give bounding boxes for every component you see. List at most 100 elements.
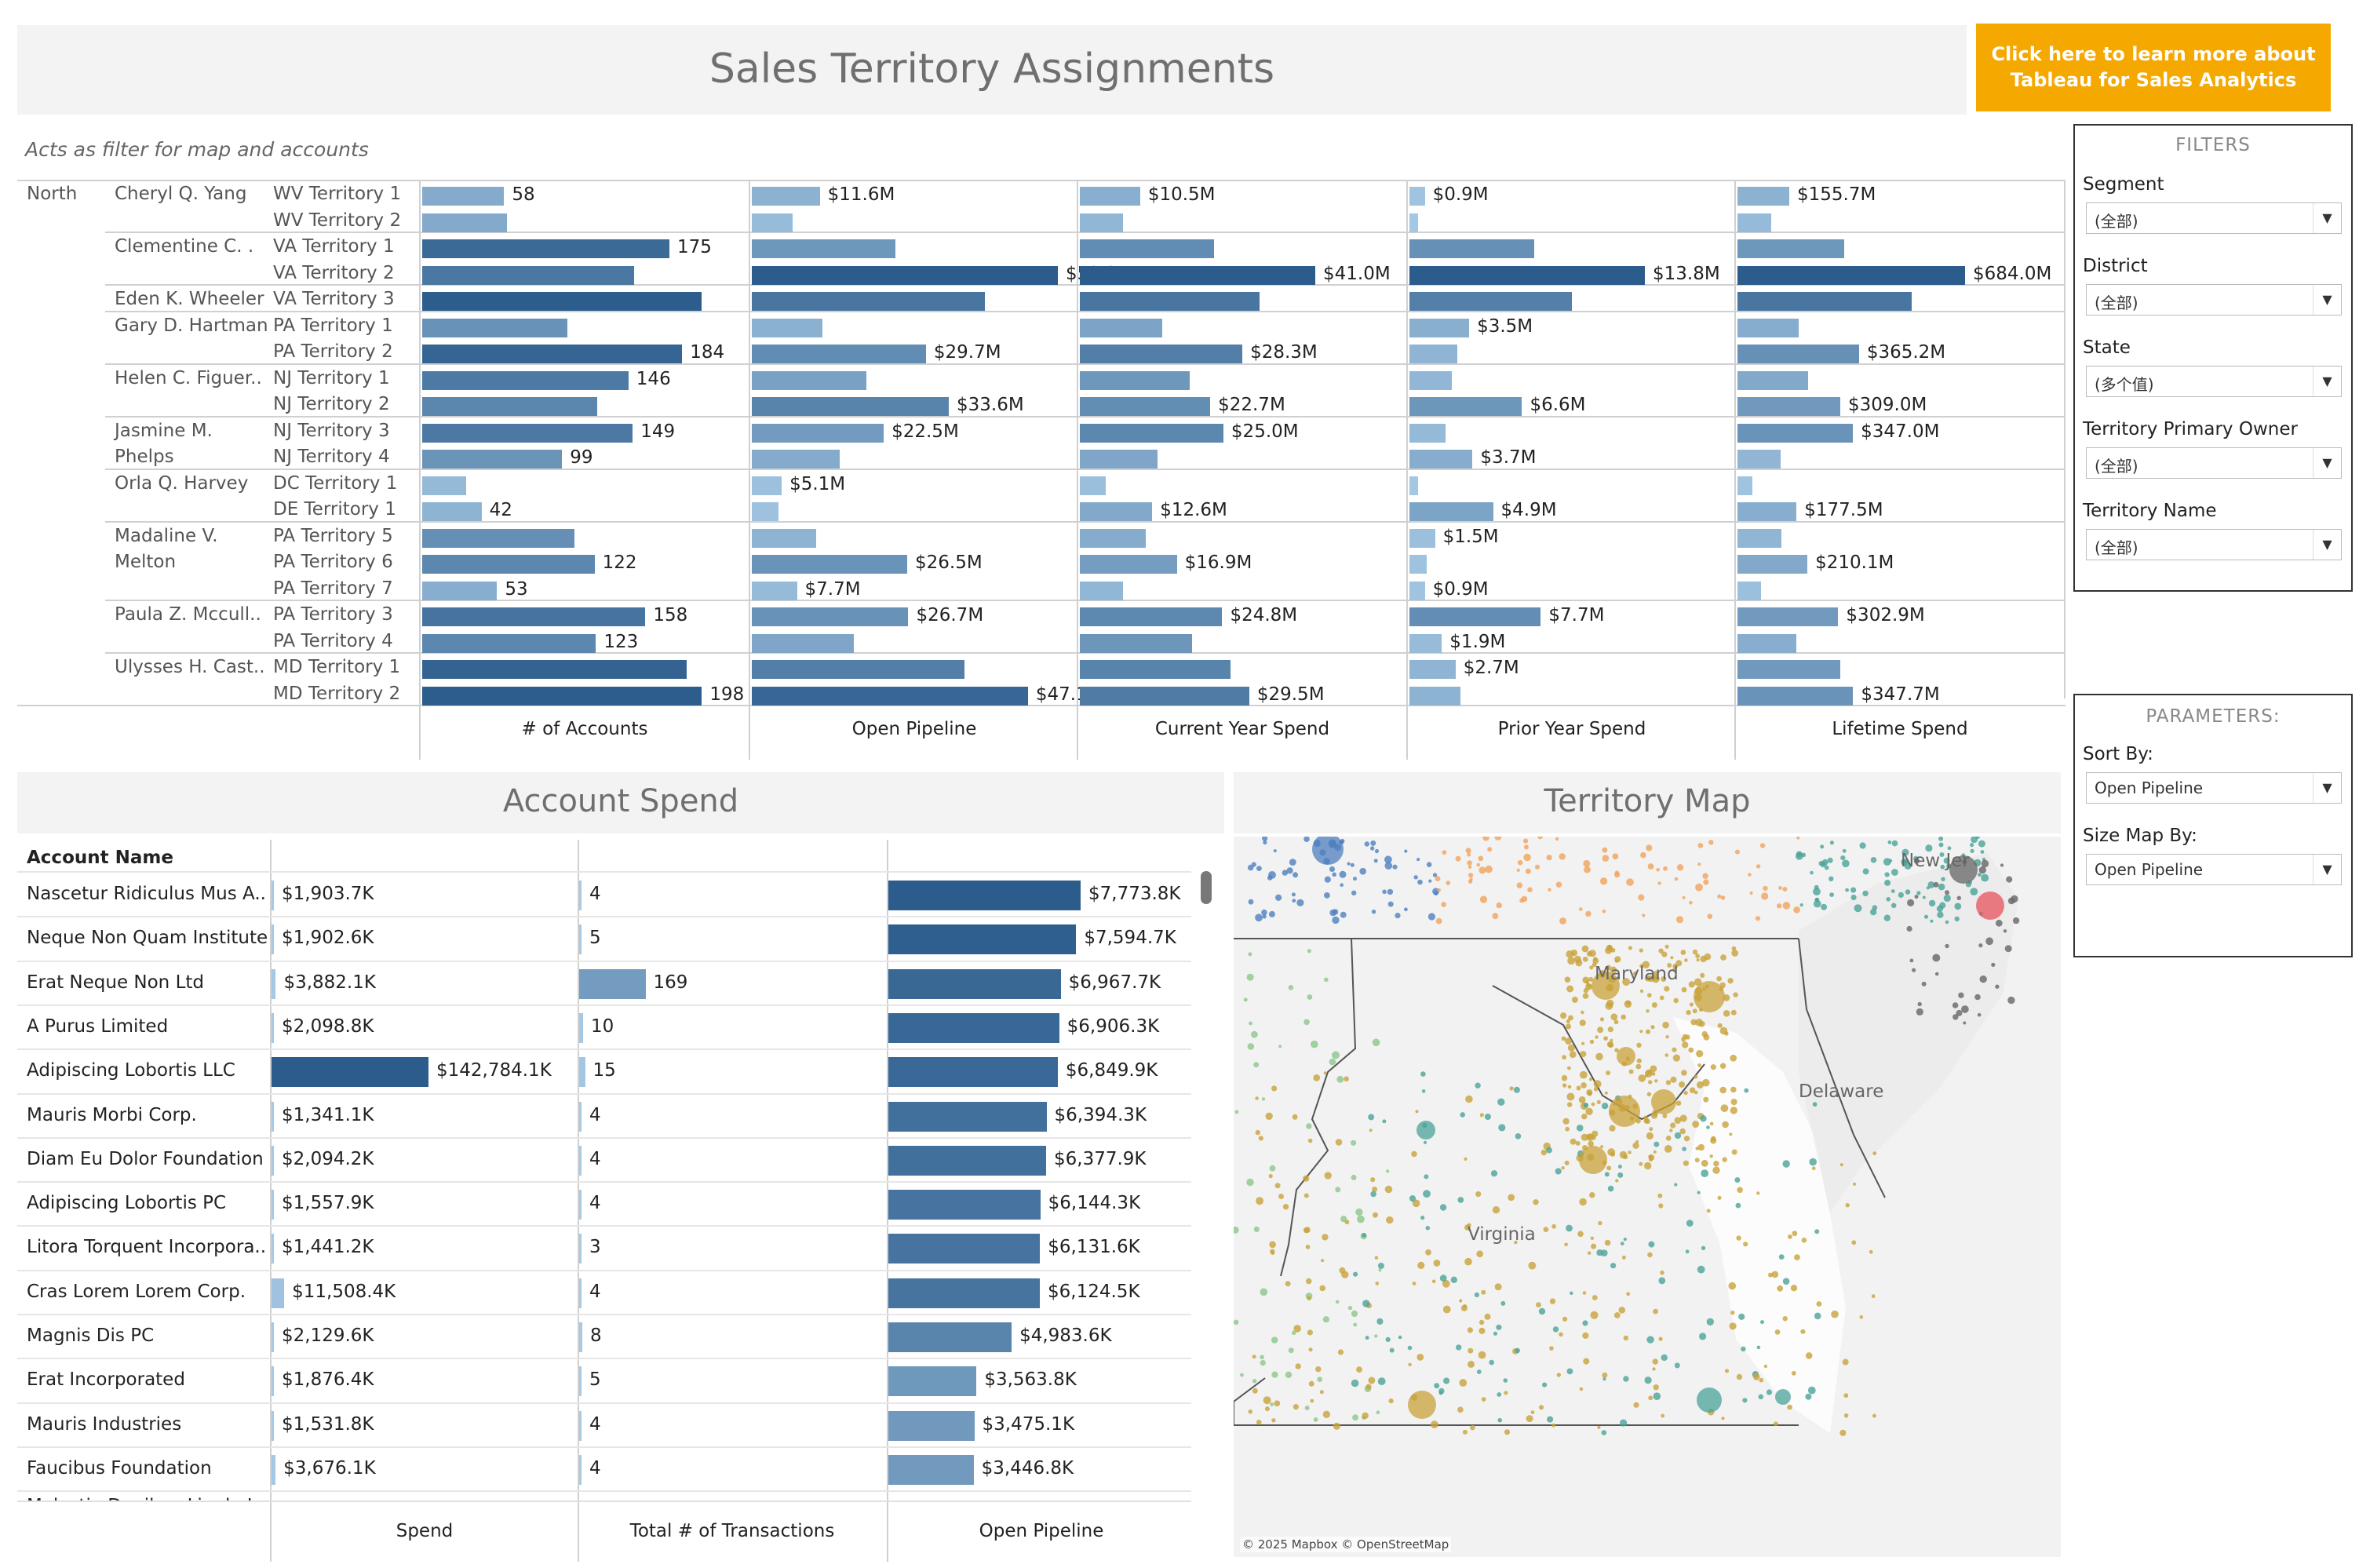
account-name[interactable]: Faucibus Foundation	[27, 1457, 212, 1479]
account-bar[interactable]	[888, 1057, 1058, 1088]
territory-bar[interactable]	[1080, 686, 1249, 706]
account-bar[interactable]	[888, 1190, 1041, 1220]
territory-map[interactable]: New Jer Maryland Delaware Virginia © 202…	[1234, 837, 2061, 1557]
territory-bar[interactable]	[1080, 633, 1192, 653]
territory-bar[interactable]	[422, 370, 629, 390]
territory-bar[interactable]	[1409, 370, 1453, 390]
territory-name[interactable]: WV Territory 1	[273, 184, 402, 204]
account-column-header[interactable]: Total # of Transactions	[629, 1521, 835, 1541]
territory-bar[interactable]	[1409, 423, 1446, 443]
account-bar[interactable]	[579, 1190, 582, 1220]
territory-name[interactable]: PA Territory 1	[273, 315, 393, 336]
account-bar[interactable]	[579, 968, 646, 999]
territory-bar[interactable]	[1080, 345, 1243, 363]
territory-bar[interactable]	[752, 423, 884, 443]
territory-bar[interactable]	[422, 476, 466, 495]
territory-bar[interactable]	[1080, 607, 1223, 626]
chevron-down-icon[interactable]: ▼	[2313, 448, 2341, 478]
account-bar[interactable]	[579, 1057, 585, 1088]
territory-bar[interactable]	[1080, 187, 1140, 206]
owner-name[interactable]: Jasmine M.	[115, 420, 213, 441]
chevron-down-icon[interactable]: ▼	[2313, 366, 2341, 396]
territory-bar[interactable]	[752, 528, 817, 548]
account-name[interactable]: Mauris Morbi Corp.	[27, 1104, 197, 1125]
account-bar[interactable]	[888, 1145, 1046, 1176]
territory-bar[interactable]	[1080, 502, 1153, 521]
territory-bar[interactable]	[1080, 423, 1223, 443]
territory-bar[interactable]	[422, 292, 702, 311]
territory-bar[interactable]	[422, 581, 498, 600]
territory-bar[interactable]	[752, 450, 840, 469]
territory-bar[interactable]	[1737, 239, 1845, 258]
account-name[interactable]: Adipiscing Lobortis PC	[27, 1193, 227, 1214]
account-bar[interactable]	[272, 1410, 274, 1441]
territory-bar[interactable]	[1737, 213, 1772, 232]
account-name[interactable]: Diam Eu Dolor Foundation	[27, 1148, 264, 1169]
chevron-down-icon[interactable]: ▼	[2313, 285, 2341, 315]
account-bar[interactable]	[888, 1366, 977, 1397]
account-name[interactable]: Erat Neque Non Ltd	[27, 972, 205, 993]
learn-more-button[interactable]: Click here to learn more about Tableau f…	[1976, 24, 2331, 111]
territory-bar[interactable]	[1409, 239, 1534, 258]
territory-bar[interactable]	[1080, 476, 1106, 495]
account-bar[interactable]	[272, 1190, 274, 1220]
owner-name[interactable]: Paula Z. Mccull..	[115, 604, 261, 625]
territory-bar[interactable]	[422, 555, 595, 574]
territory-bar[interactable]	[422, 633, 596, 653]
account-name[interactable]: Erat Incorporated	[27, 1369, 185, 1391]
territory-name[interactable]: VA Territory 2	[273, 262, 395, 283]
territory-bar[interactable]	[422, 318, 568, 337]
territory-name[interactable]: MD Territory 2	[273, 683, 401, 704]
account-bar[interactable]	[579, 1410, 582, 1441]
account-bar[interactable]	[272, 1057, 428, 1088]
account-bar[interactable]	[272, 1101, 274, 1132]
owner-name[interactable]: Helen C. Figuer..	[115, 367, 262, 388]
territory-bar[interactable]	[422, 187, 505, 206]
filter-dropdown[interactable]: (全部) ▼	[2086, 202, 2342, 234]
territory-name[interactable]: MD Territory 1	[273, 657, 401, 677]
account-bar[interactable]	[272, 1278, 285, 1308]
parameter-dropdown[interactable]: Open Pipeline ▼	[2086, 854, 2342, 885]
account-bar[interactable]	[272, 924, 274, 955]
account-bar[interactable]	[272, 1366, 274, 1397]
filter-dropdown[interactable]: (多个值) ▼	[2086, 366, 2342, 397]
account-bar[interactable]	[888, 968, 1061, 999]
account-bar[interactable]	[579, 1234, 582, 1264]
territory-bar[interactable]	[1080, 213, 1123, 232]
territory-bar[interactable]	[752, 607, 909, 626]
account-bar[interactable]	[272, 968, 276, 999]
chevron-down-icon[interactable]: ▼	[2313, 203, 2341, 233]
parameter-dropdown[interactable]: Open Pipeline ▼	[2086, 772, 2342, 804]
filter-dropdown[interactable]: (全部) ▼	[2086, 284, 2342, 315]
column-header[interactable]: Current Year Spend	[1154, 719, 1330, 739]
territory-bar[interactable]	[1737, 660, 1840, 679]
territory-bar[interactable]	[422, 423, 633, 443]
territory-bar[interactable]	[752, 213, 793, 232]
account-name[interactable]: Neque Non Quam Institute	[27, 928, 268, 949]
territory-bar[interactable]	[1080, 450, 1158, 469]
territory-bar[interactable]	[1409, 187, 1425, 206]
account-bar[interactable]	[579, 1278, 582, 1308]
territory-name[interactable]: DE Territory 1	[273, 499, 396, 520]
territory-bar[interactable]	[1080, 370, 1190, 390]
account-bar[interactable]	[888, 924, 1077, 955]
territory-bar[interactable]	[1080, 318, 1163, 337]
territory-bar[interactable]	[422, 239, 669, 258]
territory-name[interactable]: NJ Territory 2	[273, 394, 390, 414]
territory-bar[interactable]	[752, 370, 867, 390]
territory-bar[interactable]	[422, 450, 563, 469]
territory-bar[interactable]	[422, 397, 598, 416]
territory-bar[interactable]	[1409, 265, 1645, 285]
territory-bar[interactable]	[1737, 292, 1912, 311]
territory-bar[interactable]	[1737, 318, 1799, 337]
account-bar[interactable]	[888, 881, 1081, 910]
account-name[interactable]: Molestie Dapibus Ligula I..	[27, 1496, 264, 1502]
territory-bar[interactable]	[1409, 686, 1461, 706]
column-header[interactable]: Prior Year Spend	[1497, 719, 1646, 739]
territory-bar[interactable]	[1409, 318, 1470, 337]
territory-bar[interactable]	[1737, 528, 1781, 548]
territory-bar[interactable]	[752, 476, 782, 495]
territory-bar[interactable]	[752, 187, 820, 206]
account-bar[interactable]	[272, 1454, 276, 1485]
territory-bar[interactable]	[422, 607, 646, 626]
